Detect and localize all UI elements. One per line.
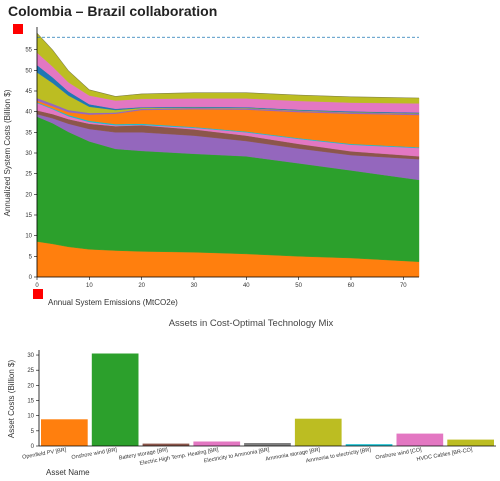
x-tick-label: 60 [348,283,355,289]
bar-y-tick-label: 25 [27,368,34,374]
x-axis-label: Annual System Emissions (MtCO2e) [48,298,178,307]
y-tick-label: 0 [29,275,33,281]
x-tick-label: 0 [35,283,39,289]
bar-6 [294,418,342,446]
category-label: HVDC Cables [BR-CO] [416,447,473,463]
bar-2 [91,353,139,446]
bar-y-tick-label: 10 [27,414,34,420]
bar-4 [193,441,241,446]
category-label: Onshore wind [BR] [71,447,118,461]
bar-y-tick-label: 15 [27,399,34,405]
bar-7 [345,444,393,446]
bar-chart: Assets in Cost-Optimal Technology Mix Ope… [7,318,496,477]
bar-x-axis-label: Asset Name [46,468,90,477]
x-tick-label: 30 [191,283,198,289]
y-tick-label: 35 [25,130,32,136]
bar-5 [244,443,291,446]
category-label: Openfield PV [BR] [22,447,67,461]
x-tick-label: 70 [400,283,407,289]
y-tick-label: 40 [25,110,32,116]
bar-3 [142,443,190,446]
area-chart: 0 5 10 15 20 25 30 35 40 45 50 55 0 10 20 30 40 50 60 70 Ann… [3,24,420,307]
area-series-11 [36,52,420,113]
bar-y-tick-label: 30 [27,353,34,359]
bar-y-tick-label: 20 [27,383,34,389]
bar-y-axis-label: Asset Costs (Billion $) [7,360,16,439]
x-tick-label: 40 [243,283,250,289]
y-tick-label: 5 [29,254,33,260]
y-tick-label: 50 [25,68,32,74]
y-axis-label: Annualized System Costs (Billion $) [3,89,12,216]
y-tick-label: 25 [25,172,32,178]
y-axis-marker [13,24,23,34]
bar-y-tick-label: 0 [31,444,35,450]
y-tick-label: 45 [25,89,32,95]
area-top-outline [36,32,420,99]
x-axis-marker [33,289,43,299]
bar-y-tick-label: 5 [31,429,35,435]
y-tick-label: 20 [25,192,32,198]
bar-9 [447,439,494,446]
x-tick-label: 20 [138,283,145,289]
x-tick-label: 10 [86,283,93,289]
x-tick-label: 50 [295,283,302,289]
page-title: Colombia – Brazil collaboration [8,3,218,19]
y-tick-label: 55 [25,48,32,54]
bar-8 [396,433,444,446]
y-tick-label: 15 [25,213,32,219]
bar-1 [41,419,88,446]
category-label: Onshore wind [CO] [375,447,423,461]
bar-chart-title: Assets in Cost-Optimal Technology Mix [169,318,334,329]
y-tick-label: 30 [25,151,32,157]
y-tick-label: 10 [25,234,32,240]
